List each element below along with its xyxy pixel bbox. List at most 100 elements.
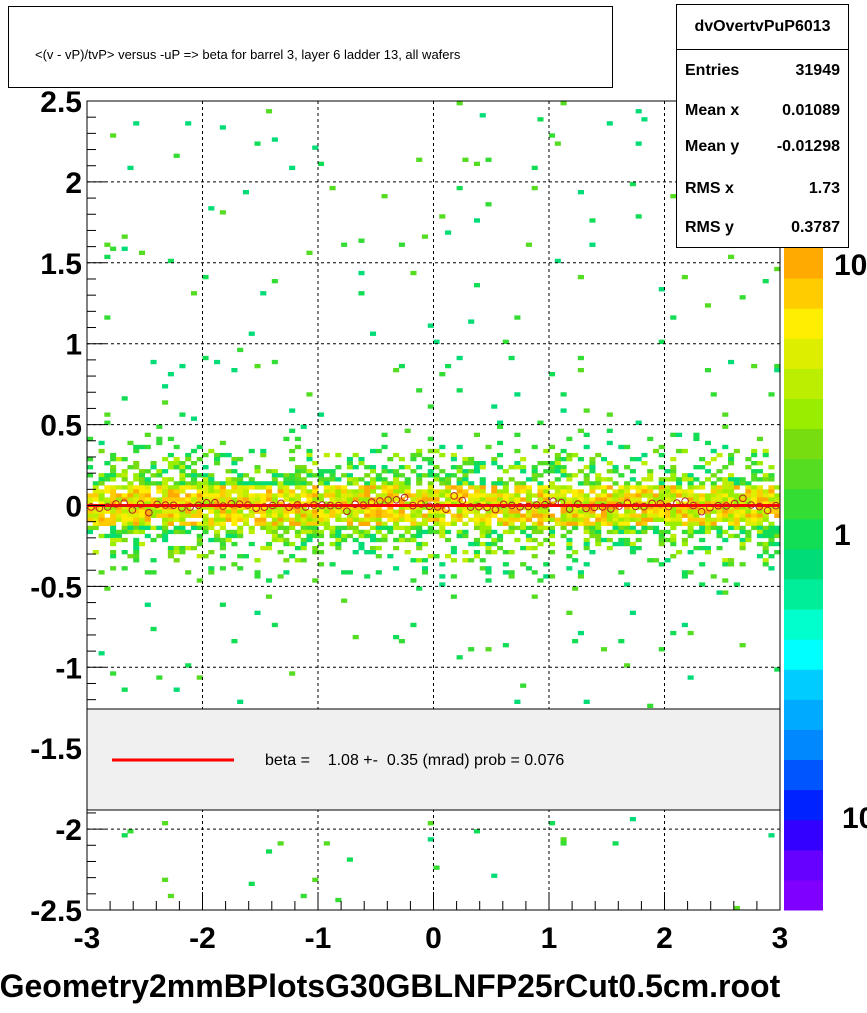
heatmap-cell [583, 537, 590, 543]
heatmap-cell [433, 517, 440, 522]
heatmap-cell [190, 473, 198, 478]
heatmap-cell [583, 408, 590, 413]
heatmap-cell [381, 477, 388, 482]
heatmap-cell [289, 525, 296, 531]
heatmap-cell [410, 505, 417, 510]
heatmap-cell [266, 493, 273, 498]
heatmap-cell [150, 497, 157, 502]
profile-marker [194, 501, 203, 510]
heatmap-cell [110, 517, 117, 522]
heatmap-cell [606, 428, 613, 433]
heatmap-cell [629, 517, 636, 522]
heatmap-cell [681, 509, 688, 514]
heatmap-cell [745, 537, 752, 543]
heatmap-cell [260, 448, 267, 454]
heatmap-cell [433, 489, 440, 494]
heatmap-cell [687, 477, 694, 482]
heatmap-cell [768, 501, 775, 506]
heatmap-cell [421, 497, 429, 502]
heatmap-cell [214, 493, 221, 498]
heatmap-cell [485, 497, 492, 502]
heatmap-cell [133, 501, 140, 506]
heatmap-cell [728, 562, 735, 567]
heatmap-cell [271, 497, 278, 502]
heatmap-cell [173, 456, 180, 462]
heatmap-cell [98, 505, 105, 510]
heatmap-cell [133, 477, 140, 482]
heatmap-cell [479, 541, 486, 547]
heatmap-cell [410, 525, 417, 531]
heatmap-cell [167, 372, 174, 377]
heatmap-cell [606, 121, 613, 126]
heatmap-cell [421, 473, 429, 478]
heatmap-cell [716, 469, 723, 474]
heatmap-cell [728, 525, 735, 531]
heatmap-cell [393, 513, 400, 518]
profile-marker [664, 502, 673, 511]
heatmap-cell [318, 550, 325, 555]
heatmap-cell [647, 525, 654, 531]
heatmap-cell [710, 501, 717, 506]
heatmap-cell [577, 189, 584, 195]
heatmap-cell [514, 432, 521, 438]
heatmap-cell [670, 485, 677, 490]
heatmap-cell [756, 525, 763, 531]
y-tick-label: -1.5 [30, 733, 82, 766]
heatmap-cell [323, 521, 330, 527]
heatmap-cell [254, 469, 261, 474]
heatmap-cell [277, 481, 284, 486]
heatmap-cell [583, 521, 590, 527]
heatmap-cell [589, 481, 596, 486]
heatmap-cell [589, 529, 596, 535]
heatmap-cell [208, 570, 215, 575]
heatmap-cell [531, 465, 538, 470]
heatmap-cell [162, 456, 169, 462]
heatmap-cell [473, 505, 481, 510]
file-name-text: ceGeometry2mmBPlotsG30GBLNFP25rCut0.5cm.… [0, 968, 781, 1004]
heatmap-cell [162, 501, 169, 506]
heatmap-cell [110, 513, 117, 518]
heatmap-cell [762, 513, 769, 518]
heatmap-cell [185, 545, 192, 551]
heatmap-cell [687, 525, 694, 531]
heatmap-cell [364, 517, 371, 522]
heatmap-cell [214, 497, 221, 502]
heatmap-cell [508, 525, 515, 531]
heatmap-cell [179, 461, 186, 466]
heatmap-cell [710, 473, 717, 478]
heatmap-cell [329, 525, 336, 531]
heatmap-cell [121, 525, 128, 531]
heatmap-cell [687, 517, 694, 522]
heatmap-cell [549, 481, 556, 486]
heatmap-cell [266, 481, 273, 486]
heatmap-cell [133, 473, 140, 478]
heatmap-cell [537, 501, 544, 506]
heatmap-cell [173, 545, 180, 551]
heatmap-cell [421, 493, 429, 498]
heatmap-cell [138, 529, 146, 535]
heatmap-cell [98, 533, 105, 539]
heatmap-cell [664, 505, 671, 510]
heatmap-cell [566, 501, 573, 506]
heatmap-cell [312, 505, 319, 510]
heatmap-cell [462, 481, 469, 486]
heatmap-cell [283, 541, 290, 547]
heatmap-cell [214, 537, 221, 543]
heatmap-cell [179, 489, 186, 494]
palette-segment [784, 819, 823, 851]
heatmap-cell [670, 489, 677, 494]
heatmap-cell [329, 469, 336, 474]
heatmap-cell [277, 517, 284, 522]
heatmap-cell [289, 501, 296, 506]
heatmap-cell [358, 541, 365, 547]
heatmap-cell [173, 444, 180, 450]
heatmap-cell [762, 497, 769, 502]
heatmap-cell [231, 638, 238, 644]
palette-segment [784, 759, 823, 791]
heatmap-cell [179, 525, 186, 531]
heatmap-cell [549, 469, 556, 474]
heatmap-cell [329, 529, 336, 535]
heatmap-cell [277, 537, 284, 543]
profile-marker [409, 501, 417, 510]
heatmap-cell [323, 452, 330, 458]
